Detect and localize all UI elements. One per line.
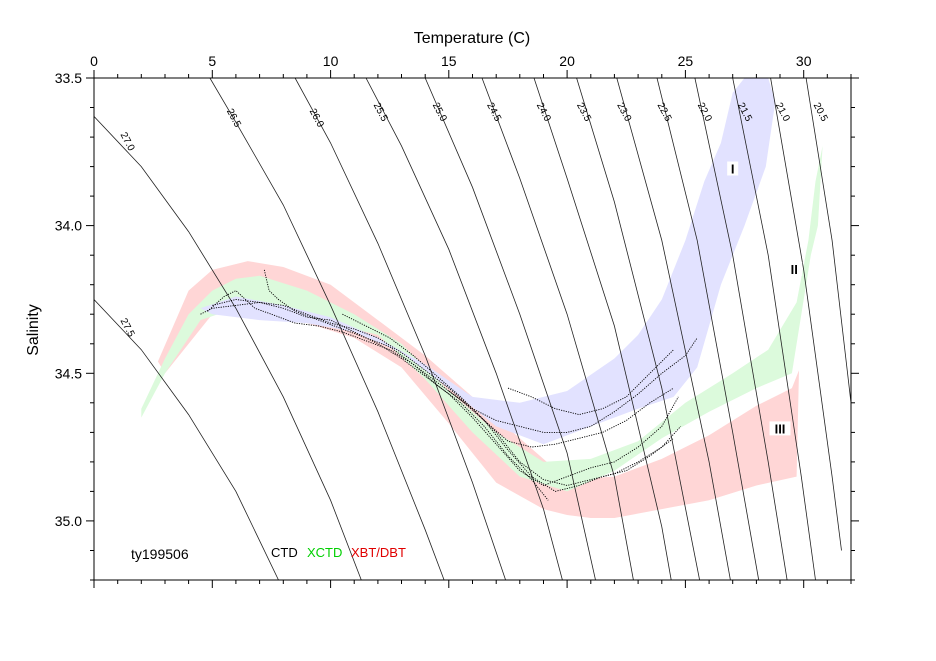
y-tick-label-34-5: 34.5	[55, 365, 82, 381]
y-tick-label-34-0: 34.0	[55, 218, 82, 234]
profile-ctd-4	[263, 269, 549, 501]
envelope-ctd	[200, 78, 776, 445]
isopycnal-label-26-5: 26.5	[224, 107, 243, 130]
legend-item-xbt-dbt: XBT/DBT	[351, 545, 406, 560]
isopycnal-23-5	[576, 78, 700, 580]
legend: CTD XCTD XBT/DBT	[271, 545, 406, 560]
zone-label-bg-i	[727, 161, 739, 176]
isopycnal-label-22-0: 22.0	[695, 101, 714, 124]
envelope-layer	[141, 78, 823, 518]
isopycnal-label-21-0: 21.0	[773, 101, 792, 124]
profile-ctd-5	[342, 313, 674, 448]
axis-layer: 0 5 10 15 20 25 30 33.5 34.0 34.5 35.0	[55, 53, 859, 588]
isopycnal-26-5	[209, 78, 445, 580]
isopycnal-20-5	[805, 78, 851, 403]
y-axis-title: Salinity	[25, 304, 42, 356]
isopycnal-24-0	[533, 78, 672, 580]
x-tick-label-0: 0	[90, 53, 98, 69]
isopycnal-label-25-0: 25.0	[430, 101, 449, 124]
zone-label-bg-iii	[769, 421, 791, 436]
y-tick-label-35-0: 35.0	[55, 513, 82, 529]
x-axis-title: Temperature (C)	[414, 30, 530, 47]
isopycnal-22-0	[694, 78, 788, 580]
isopycnal-label-26-0: 26.0	[307, 107, 326, 130]
x-tick-label-25: 25	[678, 53, 694, 69]
profile-layer	[200, 269, 698, 501]
isopycnal-label-25-5: 25.5	[371, 101, 390, 124]
zone-label-ii: II	[791, 262, 798, 277]
isopycnal-label-23-5: 23.5	[574, 101, 593, 124]
legend-item-xctd: XCTD	[307, 545, 342, 560]
zone-label-bg-ii	[786, 261, 803, 276]
x-tick-label-20: 20	[559, 53, 575, 69]
isopycnal-label-23-0: 23.0	[614, 101, 633, 124]
isopycnal-27-0	[94, 116, 362, 580]
isopycnal-25-5	[365, 78, 563, 580]
profile-ctd-3	[207, 290, 674, 492]
isopycnal-21-5	[732, 78, 816, 580]
x-tick-label-15: 15	[441, 53, 457, 69]
isopycnal-27-5	[94, 299, 279, 580]
zone-label-i: I	[731, 162, 735, 177]
x-tick-label-5: 5	[208, 53, 216, 69]
zone-label-iii: III	[775, 421, 786, 436]
isopycnal-23-0	[616, 78, 731, 580]
legend-item-ctd: CTD	[271, 545, 298, 560]
isopycnal-25-0	[424, 78, 596, 580]
isopycnal-26-0	[294, 78, 506, 580]
isopycnal-label-27-0: 27.0	[118, 131, 137, 154]
isopycnal-24-5	[481, 78, 634, 580]
isopycnal-22-5	[656, 78, 760, 580]
isopycnal-label-22-5: 22.5	[655, 101, 674, 124]
envelope-xctd	[141, 145, 823, 492]
isopycnal-label-24-0: 24.0	[534, 101, 553, 124]
cruise-annotation: ty199506	[131, 546, 189, 562]
x-tick-label-30: 30	[796, 53, 812, 69]
isopycnal-label-20-5: 20.5	[811, 101, 830, 124]
y-tick-label-33-5: 33.5	[55, 70, 82, 86]
isopycnal-label-24-5: 24.5	[484, 101, 503, 124]
profile-ctd-7	[507, 349, 674, 416]
envelope-xbt-dbt	[157, 261, 799, 518]
profile-ctd-1	[200, 301, 682, 486]
isopycnal-21-0	[770, 78, 842, 551]
x-tick-label-10: 10	[323, 53, 339, 69]
